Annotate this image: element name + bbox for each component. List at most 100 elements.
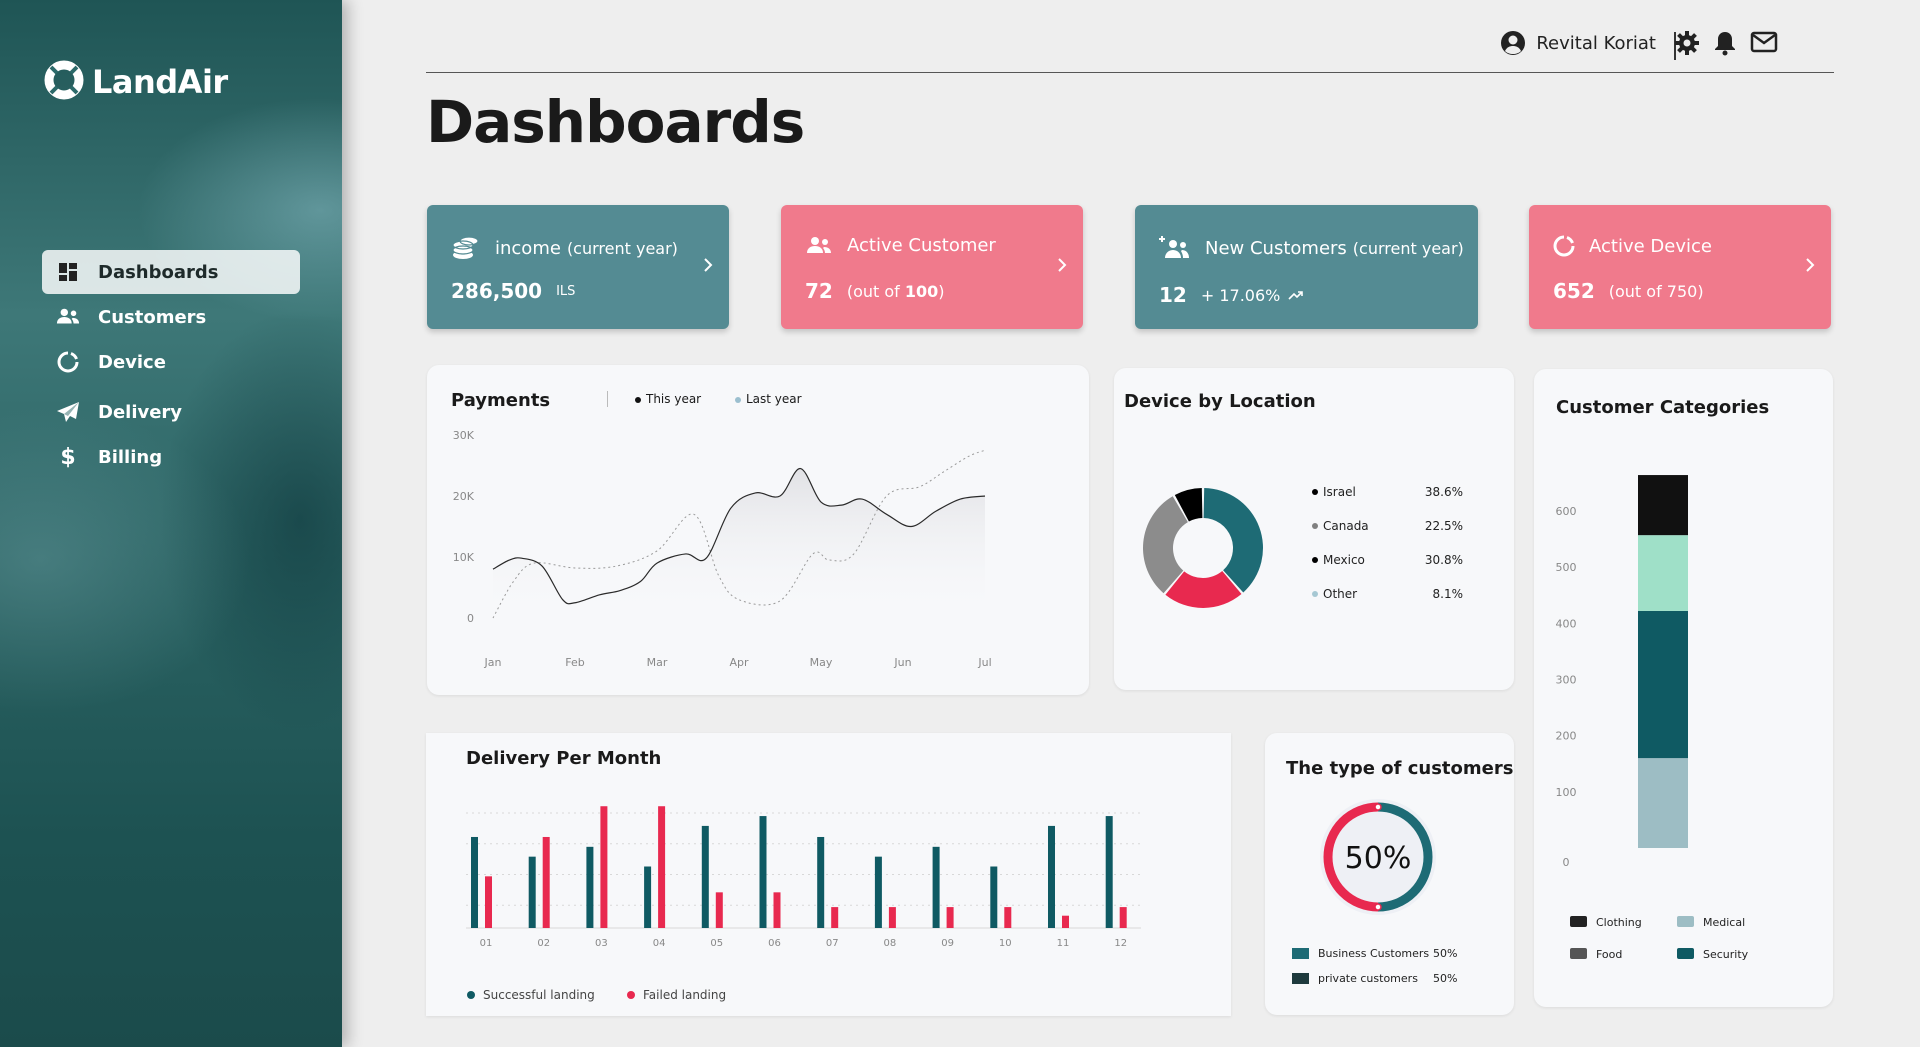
sidebar-item-label: Billing bbox=[98, 446, 163, 468]
bar-successful bbox=[874, 856, 882, 928]
paper-plane-icon bbox=[56, 400, 80, 424]
legend-dot bbox=[734, 396, 741, 403]
kpi-qualifier: (current year) bbox=[1352, 238, 1464, 258]
customer-type-title: The type of customers bbox=[1286, 758, 1514, 779]
y-tick-label: 500 bbox=[1556, 561, 1577, 574]
legend-label: Other bbox=[1323, 587, 1357, 601]
x-tick-label: May bbox=[810, 656, 833, 669]
kpi-qualifier: (current year) bbox=[566, 238, 678, 258]
legend-swatch bbox=[1677, 916, 1694, 927]
brand-logo[interactable]: LandAir bbox=[42, 58, 228, 106]
sidebar-item-dashboards[interactable]: Dashboards bbox=[42, 250, 300, 294]
donut-slice-israel bbox=[1203, 488, 1263, 593]
bar-failed bbox=[773, 892, 781, 928]
legend-swatch bbox=[1570, 948, 1587, 959]
kpi-income-card[interactable]: income (current year) 286,500 ILS bbox=[427, 205, 729, 329]
stack-segment-clothing bbox=[1638, 475, 1688, 536]
x-tick-label: Jul bbox=[977, 656, 991, 669]
bar-failed bbox=[888, 907, 896, 928]
y-tick-label: 20K bbox=[453, 490, 475, 503]
x-tick-label: 07 bbox=[826, 938, 839, 949]
bar-successful bbox=[932, 846, 940, 928]
bar-failed bbox=[658, 806, 666, 928]
kpi-active-device-card[interactable]: Active Device 652 (out of 750) bbox=[1529, 205, 1831, 329]
legend-swatch bbox=[1292, 948, 1309, 959]
series-area-this-year bbox=[493, 468, 985, 618]
payments-panel: Payments This year Last year 30K 20K 10K 0 J… bbox=[427, 365, 1089, 695]
sidebar-item-customers[interactable]: Customers bbox=[42, 295, 300, 339]
legend-label: Failed landing bbox=[643, 988, 726, 1002]
sidebar: LandAir Dashboards Customers Device Deli… bbox=[0, 0, 342, 1047]
legend-value: 50% bbox=[1433, 947, 1457, 960]
sidebar-item-label: Device bbox=[98, 351, 166, 373]
legend-dot bbox=[627, 991, 635, 999]
payments-line-chart: 30K 20K 10K 0 Jan Feb Mar Apr May Jun Jul bbox=[453, 429, 992, 669]
bar-failed bbox=[600, 806, 608, 928]
y-tick-label: 10K bbox=[453, 551, 475, 564]
kpi-value: 286,500 bbox=[451, 279, 543, 303]
y-tick-label: 600 bbox=[1556, 505, 1577, 518]
bar-failed bbox=[485, 876, 492, 928]
kpi-sub-suffix: ) bbox=[938, 281, 945, 301]
legend-item-this-year[interactable]: This year bbox=[635, 392, 701, 406]
customer-type-panel: The type of customers 50% Business Custom… bbox=[1265, 733, 1514, 1015]
chevron-right-icon bbox=[1805, 257, 1815, 273]
bar-failed bbox=[946, 907, 954, 928]
kpi-unit: ILS bbox=[556, 283, 576, 299]
gear-icon[interactable] bbox=[1674, 30, 1700, 56]
legend-label: Successful landing bbox=[483, 988, 595, 1002]
users-icon bbox=[805, 236, 833, 256]
legend-item-last-year[interactable]: Last year bbox=[734, 392, 802, 406]
header-icons bbox=[1674, 30, 1778, 56]
sidebar-item-label: Customers bbox=[98, 306, 207, 328]
user-menu[interactable]: Revital Koriat bbox=[1500, 30, 1656, 56]
x-tick-label: 10 bbox=[999, 938, 1012, 949]
bar-successful bbox=[759, 816, 767, 928]
bar-successful bbox=[528, 856, 536, 928]
legend-dot bbox=[1312, 523, 1318, 529]
dollar-icon: $ bbox=[60, 444, 76, 470]
x-tick-label: 11 bbox=[1057, 938, 1070, 949]
bar-failed bbox=[715, 892, 723, 928]
kpi-sub-prefix: (out of bbox=[846, 281, 905, 301]
trend-up-icon bbox=[1288, 289, 1304, 301]
bar-successful bbox=[701, 825, 709, 928]
header-divider bbox=[1674, 32, 1676, 60]
bar-failed bbox=[1062, 915, 1069, 928]
legend-label: Mexico bbox=[1323, 553, 1365, 567]
kpi-title: income bbox=[495, 237, 561, 259]
legend-value: 8.1% bbox=[1433, 587, 1464, 601]
y-tick-label: 300 bbox=[1556, 674, 1577, 687]
sidebar-item-label: Delivery bbox=[98, 401, 183, 423]
x-tick-label: Mar bbox=[647, 656, 668, 669]
y-tick-label: 400 bbox=[1556, 617, 1577, 630]
stack-segment-medical bbox=[1638, 758, 1688, 848]
page-title: Dashboards bbox=[426, 88, 805, 156]
chevron-right-icon bbox=[1057, 257, 1067, 273]
bar-successful bbox=[990, 866, 998, 928]
sidebar-item-delivery[interactable]: Delivery bbox=[42, 390, 300, 434]
bar-failed bbox=[1004, 907, 1012, 928]
device-location-panel: Device by Location Israel 38.6% Canada 22.5… bbox=[1114, 368, 1514, 690]
legend-label: Last year bbox=[745, 392, 802, 406]
user-plus-icon bbox=[1159, 235, 1191, 261]
legend-label: Food bbox=[1596, 948, 1622, 961]
customer-categories-panel: Customer Categories 600 500 400 300 200 100 0 C… bbox=[1534, 369, 1833, 1007]
kpi-active-customer-card[interactable]: Active Customer 72 (out of 100 ) bbox=[781, 205, 1083, 329]
kpi-new-customers-card[interactable]: New Customers (current year) 12 + 17.06% bbox=[1135, 205, 1478, 329]
legend-value: 30.8% bbox=[1425, 553, 1463, 567]
bell-icon[interactable] bbox=[1714, 30, 1736, 56]
chevron-right-icon bbox=[703, 257, 713, 273]
legend-label: Canada bbox=[1323, 519, 1369, 533]
bar-successful bbox=[586, 846, 594, 928]
legend-swatch bbox=[1677, 948, 1694, 959]
sidebar-item-billing[interactable]: $ Billing bbox=[42, 435, 300, 479]
legend-label: Security bbox=[1703, 948, 1749, 961]
x-tick-label: Feb bbox=[565, 656, 584, 669]
legend-label: Clothing bbox=[1596, 916, 1642, 929]
device-location-title: Device by Location bbox=[1124, 391, 1316, 412]
mail-icon[interactable] bbox=[1750, 30, 1778, 56]
sidebar-item-device[interactable]: Device bbox=[42, 340, 300, 384]
legend-label: Israel bbox=[1323, 485, 1356, 499]
donut-marker bbox=[1374, 903, 1382, 911]
